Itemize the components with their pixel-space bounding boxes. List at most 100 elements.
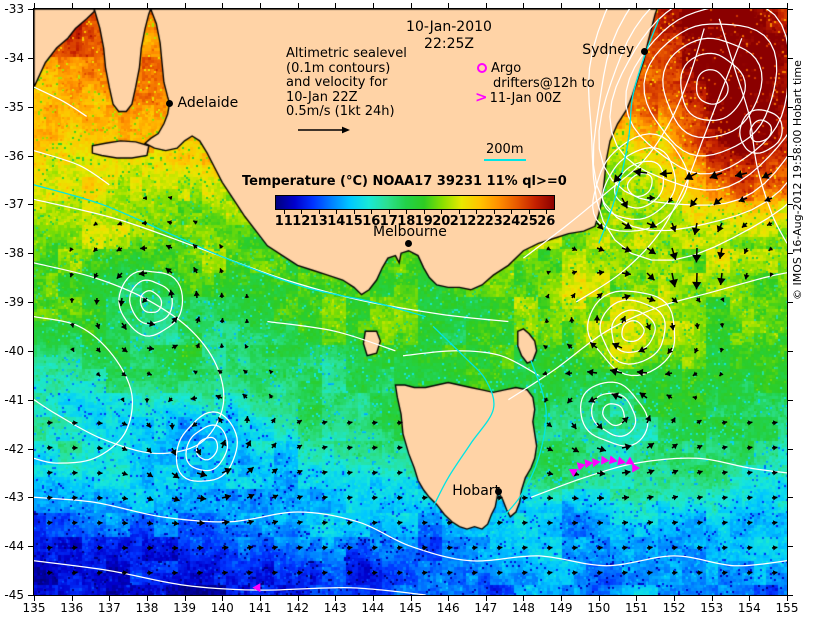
drifter-marker	[592, 458, 601, 468]
velocity-vector	[771, 445, 778, 451]
velocity-vector	[96, 545, 103, 551]
velocity-vector	[168, 289, 175, 299]
x-axis-tick-top	[184, 3, 186, 9]
argo-circle-icon	[477, 63, 487, 73]
ssh-contour-ring	[613, 160, 665, 209]
velocity-vector	[219, 268, 225, 274]
velocity-vector	[321, 445, 328, 451]
x-axis-tick	[259, 595, 261, 601]
temperature-colorbar: Temperature (°C) NOAA17 39231 11% ql>=0 …	[242, 174, 567, 236]
velocity-vector	[671, 297, 678, 304]
colorbar-tick	[493, 210, 495, 214]
velocity-vector	[193, 266, 199, 274]
title-time: 22:25Z	[424, 36, 474, 52]
ssh-contour-ring	[139, 290, 163, 314]
depth-contour-swatch	[484, 159, 526, 161]
x-axis-label: 144	[361, 601, 385, 615]
velocity-vector	[571, 446, 580, 453]
colorbar-tick	[336, 210, 338, 214]
velocity-vector	[771, 545, 778, 551]
velocity-vector	[371, 570, 378, 576]
velocity-vector	[321, 470, 328, 476]
velocity-vector	[171, 495, 180, 503]
city-dot-adelaide	[166, 99, 174, 107]
colorbar-tick-label: 23	[484, 214, 503, 229]
velocity-vector	[696, 545, 703, 551]
velocity-vector	[296, 419, 303, 425]
city-dot-sydney	[640, 47, 648, 55]
colorbar-tick	[441, 210, 443, 214]
x-axis-tick-top	[749, 3, 751, 9]
velocity-vector	[217, 416, 224, 424]
x-axis-label: 150	[587, 601, 611, 615]
colorbar-tick-label: 11	[274, 214, 293, 229]
x-axis-tick-top	[146, 3, 148, 9]
map-plot-area[interactable]: 10-Jan-2010 22:25Z Altimetric sealevel (…	[33, 8, 788, 596]
velocity-vector	[543, 397, 549, 403]
velocity-vector	[620, 315, 626, 324]
velocity-vector	[219, 292, 225, 299]
velocity-vector	[191, 421, 198, 428]
colorbar-tick-label: 16	[362, 214, 381, 229]
velocity-vector	[621, 520, 629, 526]
velocity-vector	[746, 495, 753, 501]
velocity-vector	[746, 570, 753, 576]
velocity-vector	[196, 519, 205, 527]
velocity-vector	[196, 470, 208, 478]
x-axis-tick	[711, 595, 713, 601]
velocity-vector	[566, 343, 573, 350]
velocity-vector	[271, 545, 278, 551]
velocity-vector	[321, 420, 328, 426]
velocity-vector	[546, 570, 553, 576]
ssh-contour-ring	[680, 52, 747, 122]
velocity-vector	[521, 570, 528, 576]
y-axis-tick-right	[787, 595, 793, 596]
y-axis-label: -33	[4, 2, 24, 16]
velocity-vector	[546, 270, 551, 275]
velocity-vector	[764, 196, 773, 203]
colorbar-tick-label: 24	[502, 214, 521, 229]
x-axis-tick	[71, 595, 73, 601]
velocity-vector	[94, 322, 101, 330]
ssh-contour-ring	[579, 381, 649, 447]
velocity-vector	[646, 494, 654, 501]
velocity-vector	[638, 346, 648, 353]
velocity-vector	[371, 445, 378, 451]
x-axis-tick	[410, 595, 412, 601]
y-axis-tick	[28, 106, 34, 108]
velocity-vector	[268, 393, 274, 399]
x-axis-label: 154	[737, 601, 761, 615]
velocity-vector	[421, 520, 428, 526]
velocity-vector	[565, 370, 573, 377]
velocity-vector	[46, 545, 53, 551]
velocity-vector	[545, 293, 550, 299]
velocity-vector	[116, 272, 123, 280]
y-axis-label: -38	[4, 246, 24, 261]
altimetry-annotation: Altimetric sealevel (0.1m contours) and …	[286, 46, 407, 119]
velocity-vector	[121, 470, 128, 477]
velocity-vector	[771, 420, 778, 426]
x-axis-tick	[561, 595, 563, 601]
x-axis-tick-top	[787, 3, 788, 9]
velocity-vector	[121, 446, 128, 452]
velocity-vector	[121, 545, 128, 551]
colorbar-tick	[423, 210, 425, 214]
velocity-vector	[96, 470, 103, 476]
x-axis-tick	[523, 595, 525, 601]
velocity-vector	[69, 247, 74, 252]
velocity-vector	[346, 495, 353, 501]
velocity-vector	[296, 520, 303, 526]
colorbar-title: Temperature (°C) NOAA17 39231 11% ql>=0	[242, 174, 567, 189]
velocity-vector	[666, 394, 673, 400]
velocity-vector	[692, 395, 698, 401]
x-axis-tick	[787, 595, 788, 601]
velocity-vector	[546, 520, 553, 526]
velocity-vector	[695, 297, 701, 303]
velocity-vector	[694, 322, 700, 329]
velocity-vector	[671, 520, 678, 526]
velocity-vector	[244, 416, 251, 424]
velocity-vector	[396, 470, 403, 476]
y-axis-label: -40	[4, 343, 24, 358]
x-axis-tick-top	[109, 3, 111, 9]
velocity-vector	[721, 520, 728, 526]
